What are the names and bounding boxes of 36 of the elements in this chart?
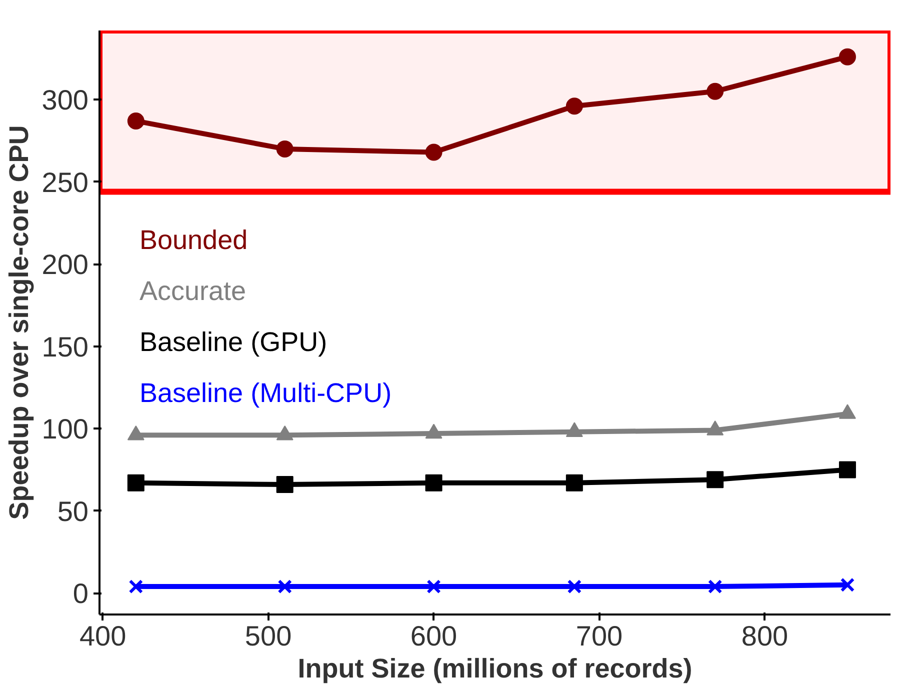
point [567,579,582,594]
y-tick-label: 100 [42,414,88,445]
y-tick-label: 0 [72,578,89,610]
point [128,579,144,594]
x-tick-label: 500 [244,620,292,652]
text: Bounded [140,225,248,256]
y-tick-label: 50 [57,496,89,527]
text: Baseline (Multi-CPU) [140,378,392,408]
x-axis-title: Input Size (millions of records) [298,654,692,684]
point [838,48,856,66]
point [127,474,144,492]
x-tick-label: 700 [576,620,623,652]
point [276,140,294,158]
point [276,476,294,494]
point [566,474,583,492]
point [278,579,292,594]
x-tick-label: 400 [79,620,126,652]
y-tick-label: 150 [42,331,88,362]
y-tick-label: 300 [42,84,88,116]
point [425,474,442,492]
point [838,461,856,478]
text: Accurate [140,276,246,306]
y-tick-label: 250 [42,166,88,198]
point [706,471,724,488]
x-tick-label: 600 [410,620,458,652]
point [566,98,583,115]
point [706,82,724,100]
point [426,579,441,594]
x-tick-label: 800 [741,620,788,652]
y-axis-title: Speedup over single-core CPU [4,125,34,520]
text: Baseline (GPU) [140,327,328,358]
y-tick-label: 200 [42,249,88,280]
point [708,579,722,594]
point [425,144,442,161]
point [840,578,855,592]
point [127,112,144,130]
